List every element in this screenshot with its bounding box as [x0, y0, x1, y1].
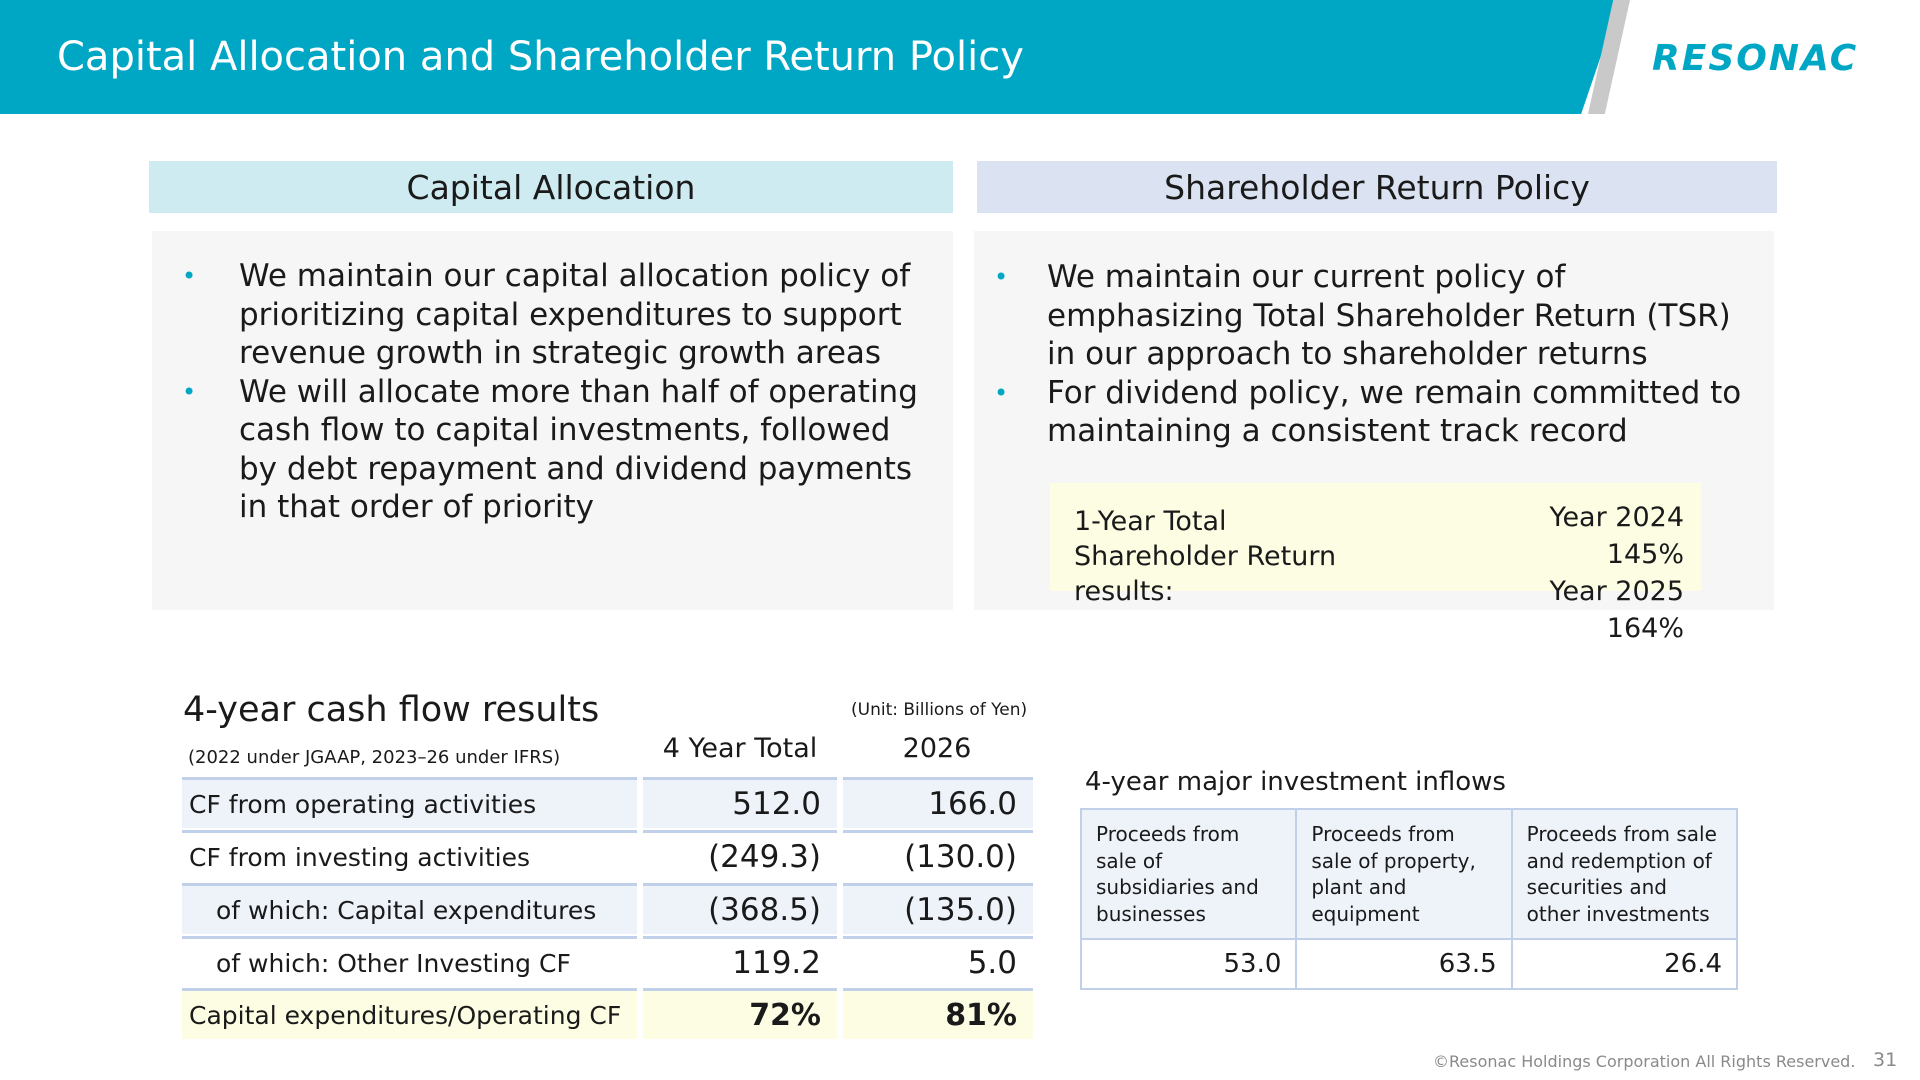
unit-note: (Unit: Billions of Yen) [851, 700, 1028, 720]
bullet-text: We maintain our current policy of emphas… [1047, 259, 1731, 372]
bullet-text: We maintain our capital allocation polic… [239, 258, 911, 371]
row-label: CF from investing activities [182, 830, 637, 881]
shareholder-return-bullets: • We maintain our current policy of empha… [974, 258, 1774, 451]
page-title: Capital Allocation and Shareholder Retur… [57, 34, 1024, 80]
bullet-item: • We maintain our current policy of empha… [974, 258, 1762, 374]
header-cell: Proceeds from sale and redemption of sec… [1510, 808, 1739, 940]
bullet-item: • We maintain our capital allocation poli… [152, 257, 937, 373]
tsr-values: Year 2024 145% Year 2025 164% [1474, 499, 1684, 647]
bullet-dot-icon: • [994, 378, 1009, 407]
bullet-item: • We will allocate more than half of oper… [152, 373, 937, 527]
shareholder-return-heading: Shareholder Return Policy [977, 161, 1777, 213]
investment-inflows-table: Proceeds from sale of subsidiaries and b… [1079, 808, 1739, 990]
resonac-logo: RESONAC [1652, 38, 1858, 78]
header-cell: Proceeds from sale of property, plant an… [1295, 808, 1513, 940]
cash-flow-title: 4-year cash flow results [183, 690, 600, 730]
value-4-year-total: 512.0 [643, 777, 837, 828]
capital-allocation-bullets: • We maintain our capital allocation poli… [152, 257, 953, 527]
bullet-item: • For dividend policy, we remain committe… [974, 374, 1762, 451]
value-4-year-total: (249.3) [643, 830, 837, 881]
capital-allocation-panel: • We maintain our capital allocation poli… [152, 231, 953, 610]
value-2026: (135.0) [843, 883, 1033, 934]
value-cell: 63.5 [1295, 938, 1513, 990]
row-label: of which: Other Investing CF [182, 936, 637, 987]
value-2026: 81% [843, 988, 1033, 1039]
investment-inflows-title: 4-year major investment inflows [1085, 767, 1506, 797]
value-4-year-total: 72% [643, 988, 837, 1039]
value-cell: 53.0 [1079, 938, 1298, 990]
bullet-text: We will allocate more than half of opera… [239, 373, 918, 526]
tsr-label: 1-Year Total Shareholder Return results: [1074, 506, 1337, 607]
cash-flow-note: (2022 under JGAAP, 2023–26 under IFRS) [188, 747, 561, 768]
column-header-4-year-total: 4 Year Total [662, 733, 818, 764]
value-2026: (130.0) [843, 830, 1033, 881]
header-band [0, 0, 1620, 114]
page-number: 31 [1873, 1049, 1898, 1071]
bullet-dot-icon: • [994, 263, 1009, 291]
value-4-year-total: (368.5) [643, 883, 837, 934]
table-header-row: Proceeds from sale of subsidiaries and b… [1079, 808, 1739, 940]
row-label: of which: Capital expenditures [182, 883, 637, 934]
tsr-results-box: 1-Year Total Shareholder Return results:… [1050, 483, 1701, 644]
tsr-result-2024: Year 2024 145% [1549, 502, 1684, 570]
bullet-dot-icon: • [182, 377, 197, 406]
copyright-footer: ©Resonac Holdings Corporation All Rights… [1433, 1052, 1856, 1071]
column-header-2026: 2026 [902, 733, 972, 764]
value-4-year-total: 119.2 [643, 936, 837, 987]
row-label: CF from operating activities [182, 777, 637, 828]
logo-text: RESONAC [1652, 38, 1858, 78]
value-2026: 166.0 [843, 777, 1033, 828]
row-label: Capital expenditures/Operating CF [182, 988, 637, 1039]
capital-allocation-heading: Capital Allocation [149, 161, 953, 213]
table-row: 53.0 63.5 26.4 [1079, 938, 1739, 990]
value-2026: 5.0 [843, 936, 1033, 987]
bullet-text: For dividend policy, we remain committed… [1047, 374, 1742, 450]
value-cell: 26.4 [1510, 938, 1739, 990]
tsr-result-2025: Year 2025 164% [1549, 576, 1684, 644]
header-cell: Proceeds from sale of subsidiaries and b… [1079, 808, 1298, 940]
bullet-dot-icon: • [182, 262, 197, 290]
